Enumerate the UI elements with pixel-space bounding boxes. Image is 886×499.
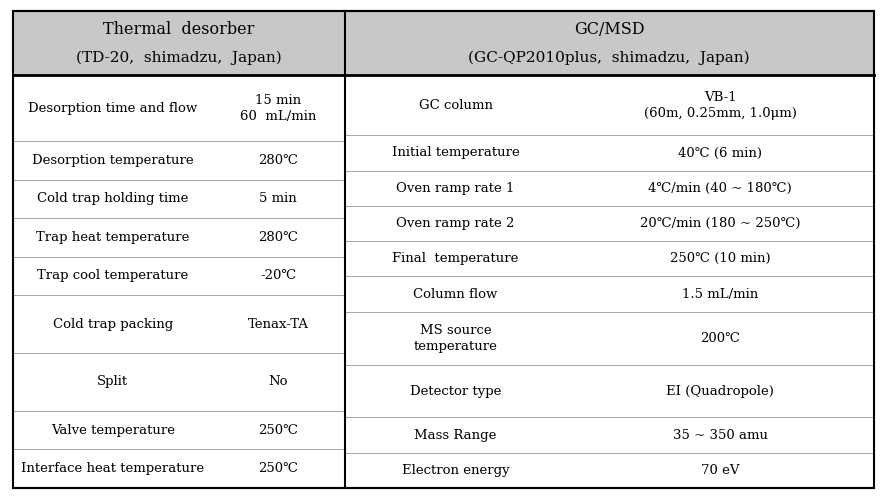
Text: Trap cool temperature: Trap cool temperature — [37, 269, 188, 282]
Bar — [344, 11, 873, 75]
Text: 4℃/min (40 ~ 180℃): 4℃/min (40 ~ 180℃) — [648, 182, 791, 195]
Text: 250℃ (10 min): 250℃ (10 min) — [669, 252, 770, 265]
Text: 40℃ (6 min): 40℃ (6 min) — [678, 147, 761, 160]
Text: Oven ramp rate 2: Oven ramp rate 2 — [396, 217, 514, 230]
Text: Split: Split — [97, 375, 128, 388]
Text: (GC-QP2010plus,  shimadzu,  Japan): (GC-QP2010plus, shimadzu, Japan) — [468, 50, 749, 64]
Text: Column flow: Column flow — [413, 287, 497, 300]
Text: Interface heat temperature: Interface heat temperature — [21, 462, 204, 475]
Text: 1.5 mL/min: 1.5 mL/min — [681, 287, 758, 300]
Text: Valve temperature: Valve temperature — [51, 424, 175, 437]
Text: GC column: GC column — [418, 99, 492, 112]
Text: 70 eV: 70 eV — [700, 464, 739, 477]
Text: Final  temperature: Final temperature — [392, 252, 518, 265]
Bar — [13, 11, 344, 75]
Text: 250℃: 250℃ — [258, 424, 298, 437]
Text: (TD-20,  shimadzu,  Japan): (TD-20, shimadzu, Japan) — [76, 50, 282, 64]
Text: -20℃: -20℃ — [260, 269, 296, 282]
Text: 20℃/min (180 ~ 250℃): 20℃/min (180 ~ 250℃) — [640, 217, 799, 230]
Text: Trap heat temperature: Trap heat temperature — [36, 231, 189, 244]
Text: 35 ~ 350 amu: 35 ~ 350 amu — [672, 429, 767, 442]
Text: Detector type: Detector type — [409, 385, 501, 398]
Text: Tenax-TA: Tenax-TA — [247, 318, 308, 331]
Text: 250℃: 250℃ — [258, 462, 298, 475]
Text: Thermal  desorber: Thermal desorber — [103, 20, 254, 37]
Text: Cold trap holding time: Cold trap holding time — [37, 192, 188, 205]
Text: VB-1
(60m, 0.25mm, 1.0μm): VB-1 (60m, 0.25mm, 1.0μm) — [643, 91, 796, 120]
Text: No: No — [268, 375, 288, 388]
Text: 5 min: 5 min — [259, 192, 297, 205]
Text: 200℃: 200℃ — [699, 332, 740, 345]
Text: 280℃: 280℃ — [258, 154, 298, 167]
Text: Cold trap packing: Cold trap packing — [52, 318, 173, 331]
Text: Initial temperature: Initial temperature — [392, 147, 519, 160]
Text: GC/MSD: GC/MSD — [573, 20, 643, 37]
Text: Oven ramp rate 1: Oven ramp rate 1 — [396, 182, 514, 195]
Text: Mass Range: Mass Range — [414, 429, 496, 442]
Text: 280℃: 280℃ — [258, 231, 298, 244]
Text: Desorption temperature: Desorption temperature — [32, 154, 193, 167]
Text: MS source
temperature: MS source temperature — [413, 324, 497, 353]
Text: EI (Quadropole): EI (Quadropole) — [665, 385, 773, 398]
Text: Desorption time and flow: Desorption time and flow — [28, 102, 197, 115]
Text: Electron energy: Electron energy — [401, 464, 509, 477]
Text: 15 min
60  mL/min: 15 min 60 mL/min — [240, 94, 316, 123]
